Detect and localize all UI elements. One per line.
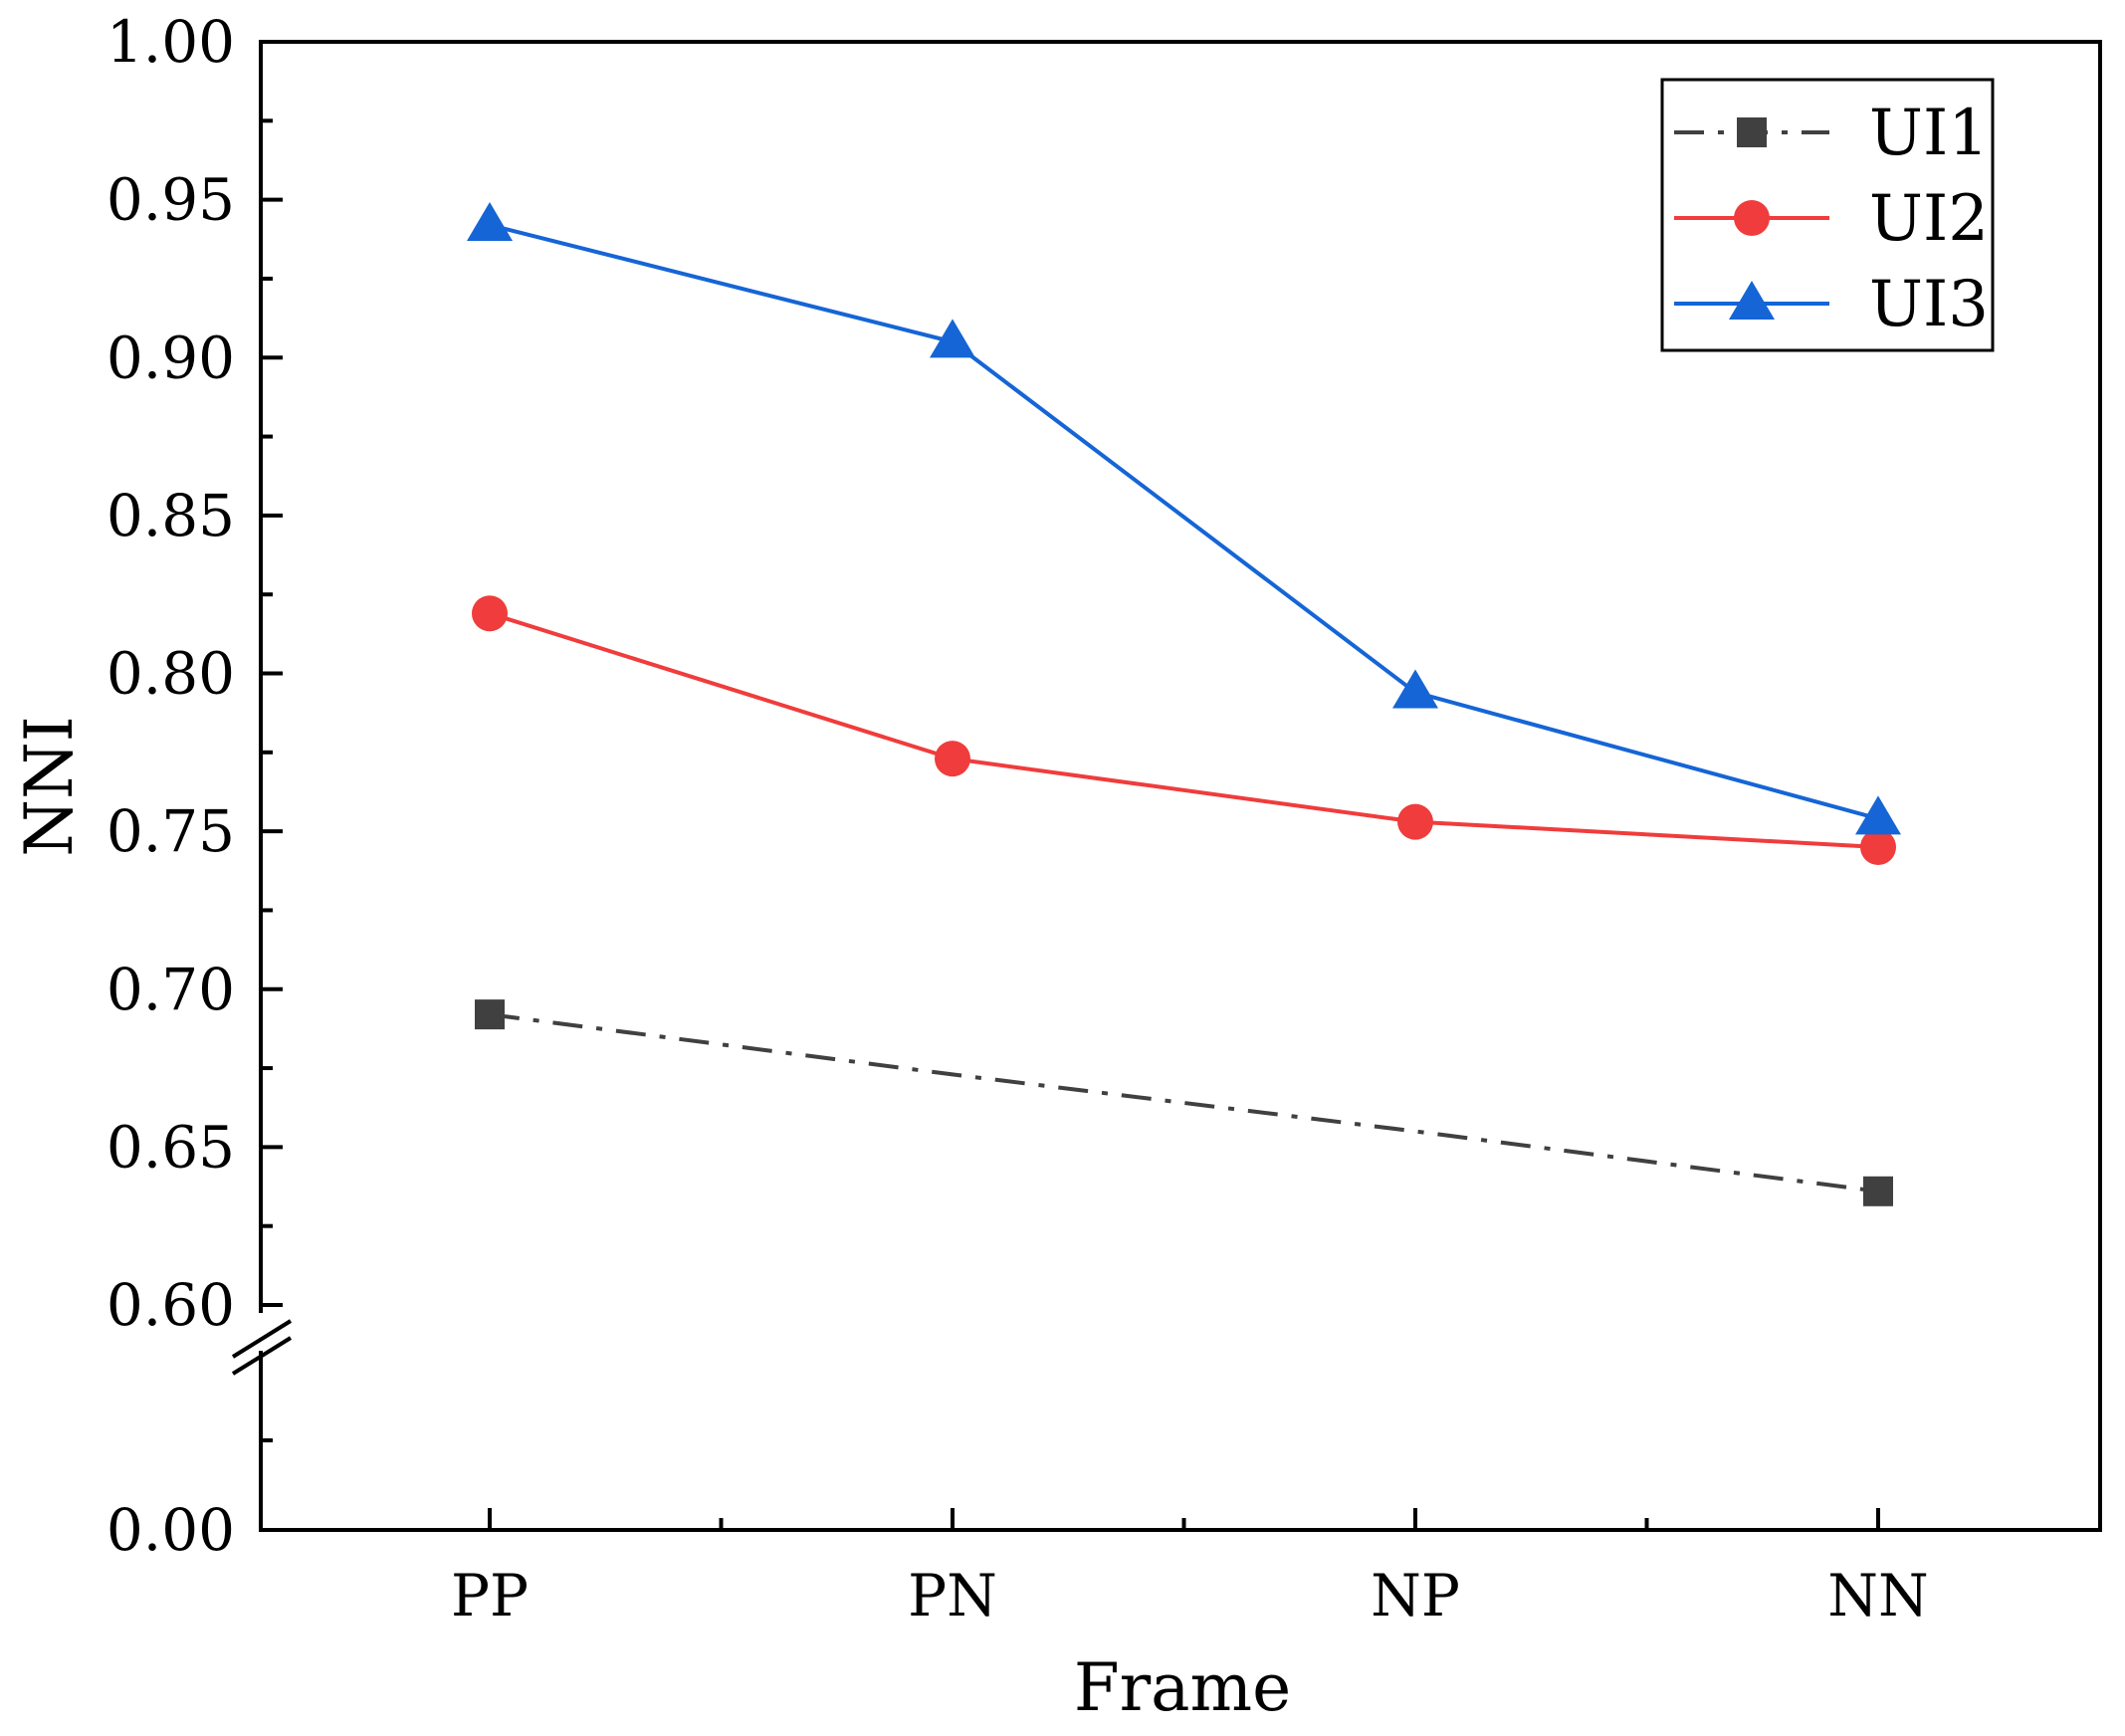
- data-point-ui2: [1860, 828, 1896, 865]
- y-tick-label: 0.85: [106, 482, 235, 549]
- y-axis-title: NNI: [11, 716, 88, 857]
- y-tick-label: 0.80: [106, 640, 235, 708]
- axis-break-gap: [255, 1313, 267, 1351]
- legend-label-ui2: UI2: [1869, 182, 1989, 256]
- x-axis-title: Frame: [1074, 1649, 1291, 1726]
- series-line-ui2: [489, 611, 1879, 849]
- data-point-ui3: [1855, 795, 1901, 835]
- legend-marker-ui1: [1737, 117, 1767, 147]
- x-tick-label: PP: [451, 1562, 529, 1629]
- data-point-ui3: [467, 202, 513, 242]
- y-tick-label: 1.00: [106, 8, 235, 76]
- legend-label-ui3: UI3: [1869, 268, 1989, 341]
- series-line-ui3: [489, 223, 1879, 821]
- x-tick-label: PN: [908, 1562, 997, 1629]
- data-point-ui3: [930, 319, 975, 358]
- y-tick-label: 0.60: [106, 1271, 235, 1339]
- legend-marker-ui2: [1734, 200, 1770, 236]
- axis-break-mark: [231, 1336, 293, 1376]
- series-layer: [467, 202, 1901, 1206]
- data-point-ui3: [1392, 669, 1438, 709]
- data-point-ui2: [472, 595, 508, 632]
- data-point-ui2: [935, 741, 970, 777]
- y-tick-label: 0.90: [106, 324, 235, 391]
- series-line-ui1: [489, 1012, 1879, 1194]
- y-tick-label: 0.00: [106, 1496, 235, 1564]
- y-tick-label: 0.75: [106, 797, 235, 865]
- axes-layer: 0.00 0.60 0.65 0.70 0.75 0.80 0.85 0.90 0.95 1.00…: [11, 8, 2102, 1726]
- data-point-ui1: [475, 999, 505, 1030]
- data-point-ui1: [1863, 1176, 1893, 1206]
- y-tick-label: 0.70: [106, 956, 235, 1023]
- legend-marker-ui3: [1729, 281, 1775, 320]
- x-tick-label: NN: [1827, 1562, 1929, 1629]
- legend-label-ui1: UI1: [1869, 97, 1989, 170]
- axis-break-mark: [231, 1319, 293, 1359]
- x-tick-label: NP: [1371, 1562, 1460, 1629]
- y-tick-label: 0.95: [106, 166, 235, 234]
- data-point-ui2: [1397, 803, 1433, 840]
- legend: UI1 UI2 UI3: [1660, 78, 1995, 352]
- plot-frame: [259, 40, 2102, 1532]
- y-tick-label: 0.65: [106, 1113, 235, 1181]
